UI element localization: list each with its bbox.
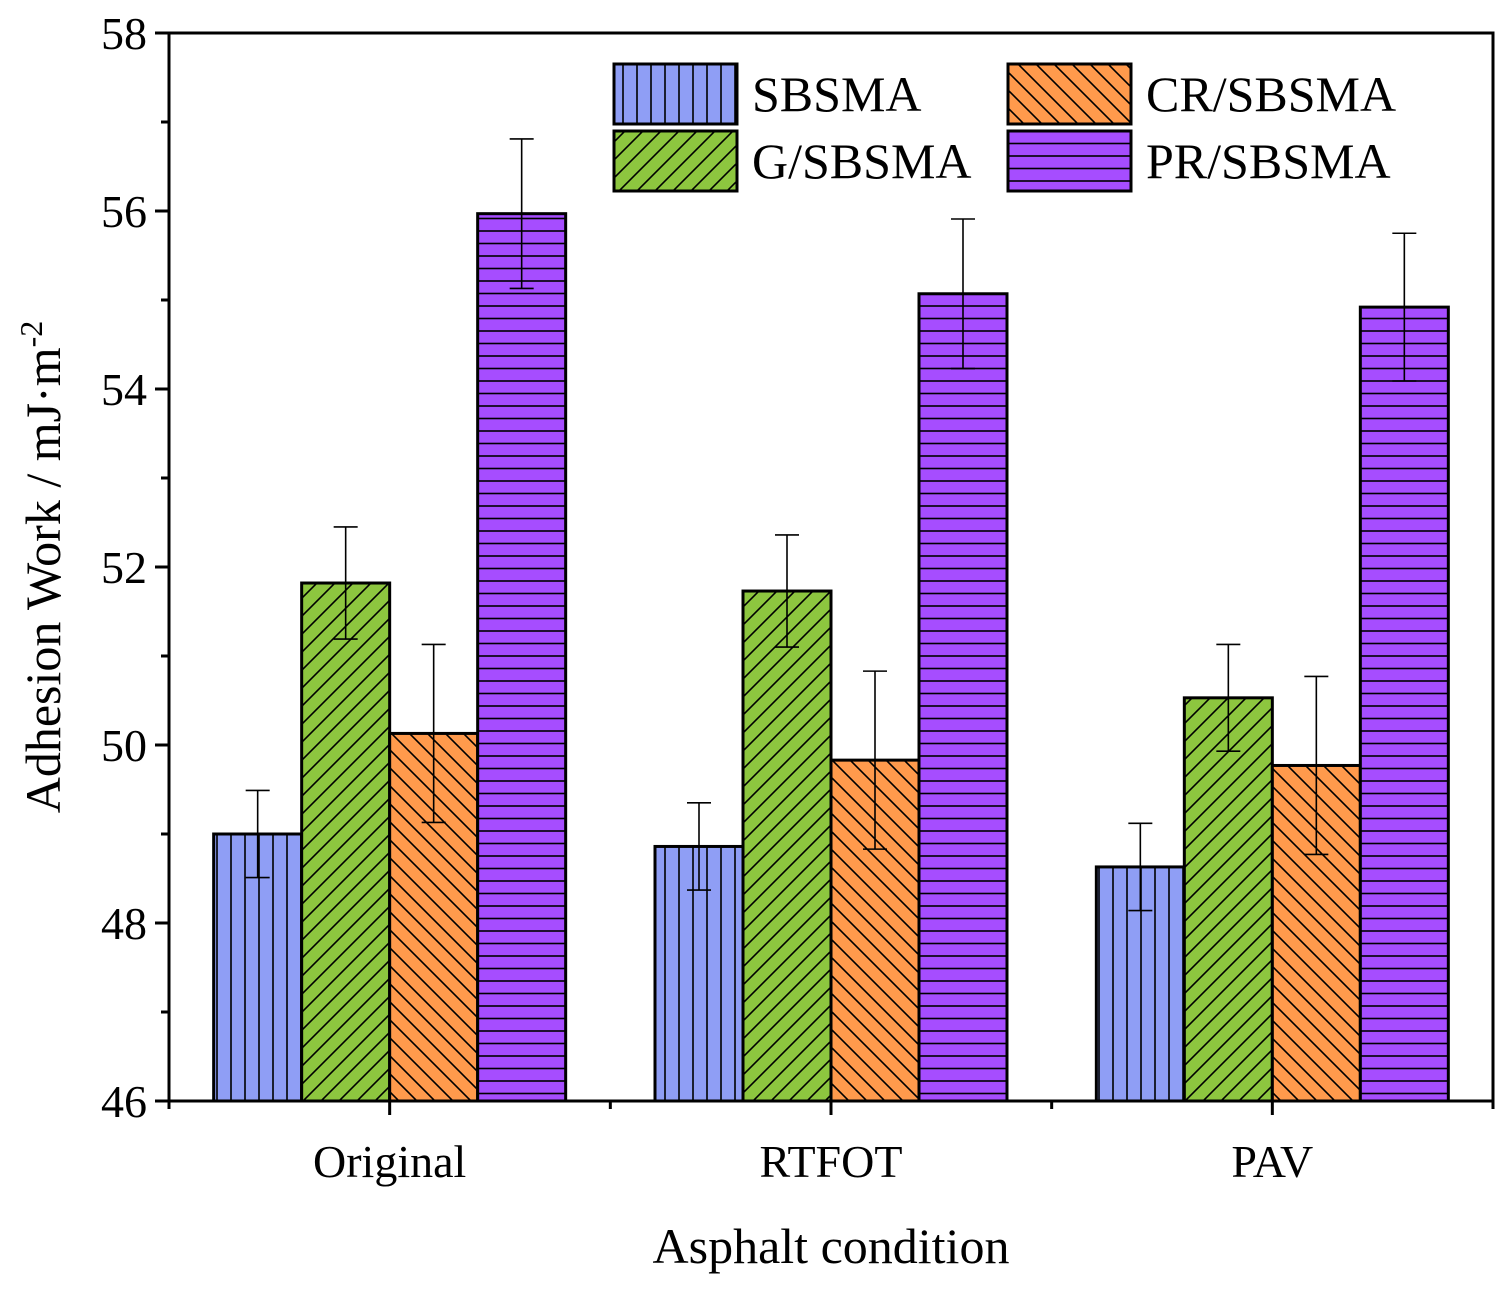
error-bars-layer — [245, 138, 1417, 912]
y-axis-title-superscript: -2 — [13, 321, 49, 348]
legend: SBSMA G/SBSMA CR/SBSMA PR/SBSMA — [612, 62, 1396, 193]
axes-layer: 46 48 50 52 54 56 58 Original RTFOT PAV Asphalt co… — [13, 8, 1495, 1274]
bar — [1182, 696, 1274, 1103]
y-tick-label: 58 — [101, 8, 147, 59]
legend-swatch — [612, 129, 739, 193]
bars-layer — [212, 212, 1450, 1103]
y-tick-label: 46 — [101, 1076, 147, 1127]
bar — [1358, 305, 1450, 1103]
y-axis-title: Adhesion Work / mJ·m-2 — [13, 321, 71, 814]
y-tick-label: 54 — [101, 364, 147, 415]
legend-label: PR/SBSMA — [1146, 133, 1391, 189]
y-tick-label: 48 — [101, 898, 147, 949]
legend-swatch — [1006, 62, 1133, 126]
legend-label: CR/SBSMA — [1146, 66, 1396, 122]
x-axis-title: Asphalt condition — [653, 1218, 1010, 1274]
legend-swatch — [1006, 129, 1133, 193]
legend-label: SBSMA — [752, 66, 922, 122]
bar — [212, 832, 304, 1103]
x-tick-label: Original — [313, 1136, 466, 1187]
legend-label: G/SBSMA — [752, 133, 972, 189]
x-tick-label: RTFOT — [760, 1136, 903, 1187]
y-tick-label: 56 — [101, 186, 147, 237]
bar — [917, 292, 1009, 1103]
bar — [741, 589, 833, 1103]
y-tick-label: 52 — [101, 542, 147, 593]
bar — [300, 581, 392, 1103]
bar — [476, 212, 568, 1103]
y-tick-label: 50 — [101, 720, 147, 771]
y-axis-title-main: Adhesion Work / mJ·m — [15, 347, 71, 813]
legend-swatch — [612, 62, 739, 126]
x-tick-label: PAV — [1231, 1136, 1313, 1187]
